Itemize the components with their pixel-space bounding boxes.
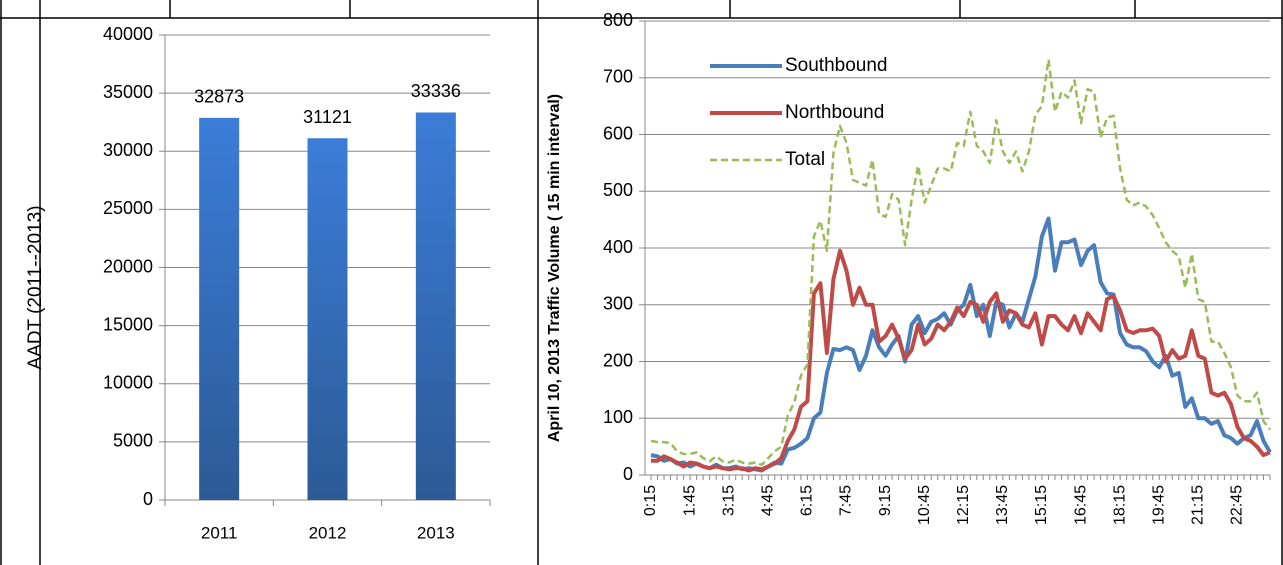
y-tick-label: 30000	[103, 140, 153, 160]
legend-label: Southbound	[785, 55, 888, 76]
y-tick-label: 700	[603, 67, 633, 87]
data-label: 31121	[303, 107, 352, 127]
x-tick-label: 15:15	[1033, 485, 1050, 525]
data-label: 32873	[194, 87, 244, 107]
y-tick-label: 0	[623, 464, 633, 484]
x-tick-label: 10:45	[916, 485, 933, 525]
legend-label: Total	[785, 149, 825, 170]
series-line	[651, 248, 1271, 473]
y-tick-label: 5000	[113, 431, 153, 451]
y-tick-label: 15000	[103, 314, 153, 334]
y-tick-label: 400	[603, 237, 633, 257]
x-tick-label: 13:45	[994, 485, 1011, 525]
x-tick-label: 2013	[417, 523, 455, 542]
x-tick-label: 4:45	[760, 485, 777, 516]
y-tick-label: 35000	[103, 82, 153, 102]
y-axis-label: April 10, 2013 Traffic Volume ( 15 min i…	[546, 94, 563, 442]
y-tick-label: 200	[603, 350, 633, 370]
x-tick-label: 7:45	[838, 485, 855, 516]
y-tick-label: 600	[603, 123, 633, 143]
y-tick-label: 500	[603, 180, 633, 200]
x-tick-label: 19:45	[1150, 485, 1167, 525]
x-tick-label: 21:15	[1190, 485, 1207, 525]
x-tick-label: 2012	[309, 523, 347, 542]
bar	[199, 117, 240, 500]
y-tick-label: 40000	[103, 24, 153, 44]
x-tick-label: 22:45	[1229, 485, 1246, 525]
x-tick-label: 0:15	[642, 485, 659, 516]
x-tick-label: 2011	[201, 523, 238, 542]
bar	[307, 138, 348, 500]
x-tick-label: 6:15	[799, 485, 816, 516]
y-tick-label: 100	[603, 407, 633, 427]
x-tick-label: 16:45	[1072, 485, 1089, 525]
x-tick-label: 18:15	[1111, 485, 1128, 525]
x-tick-label: 9:15	[877, 485, 894, 516]
x-tick-label: 12:15	[955, 485, 972, 525]
y-tick-label: 800	[603, 10, 633, 30]
x-tick-label: 1:45	[681, 485, 698, 516]
y-tick-label: 20000	[103, 256, 153, 276]
y-tick-label: 0	[143, 489, 153, 509]
y-axis-label: AADT (2011--2013)	[25, 205, 46, 369]
series-line	[650, 58, 1271, 467]
y-tick-label: 300	[603, 294, 633, 314]
bar	[415, 112, 456, 501]
series-line	[650, 216, 1272, 473]
x-tick-label: 3:15	[720, 485, 737, 516]
legend-label: Northbound	[785, 102, 884, 123]
data-label: 33336	[411, 81, 461, 101]
y-tick-label: 10000	[103, 373, 153, 393]
y-tick-label: 25000	[103, 198, 153, 218]
